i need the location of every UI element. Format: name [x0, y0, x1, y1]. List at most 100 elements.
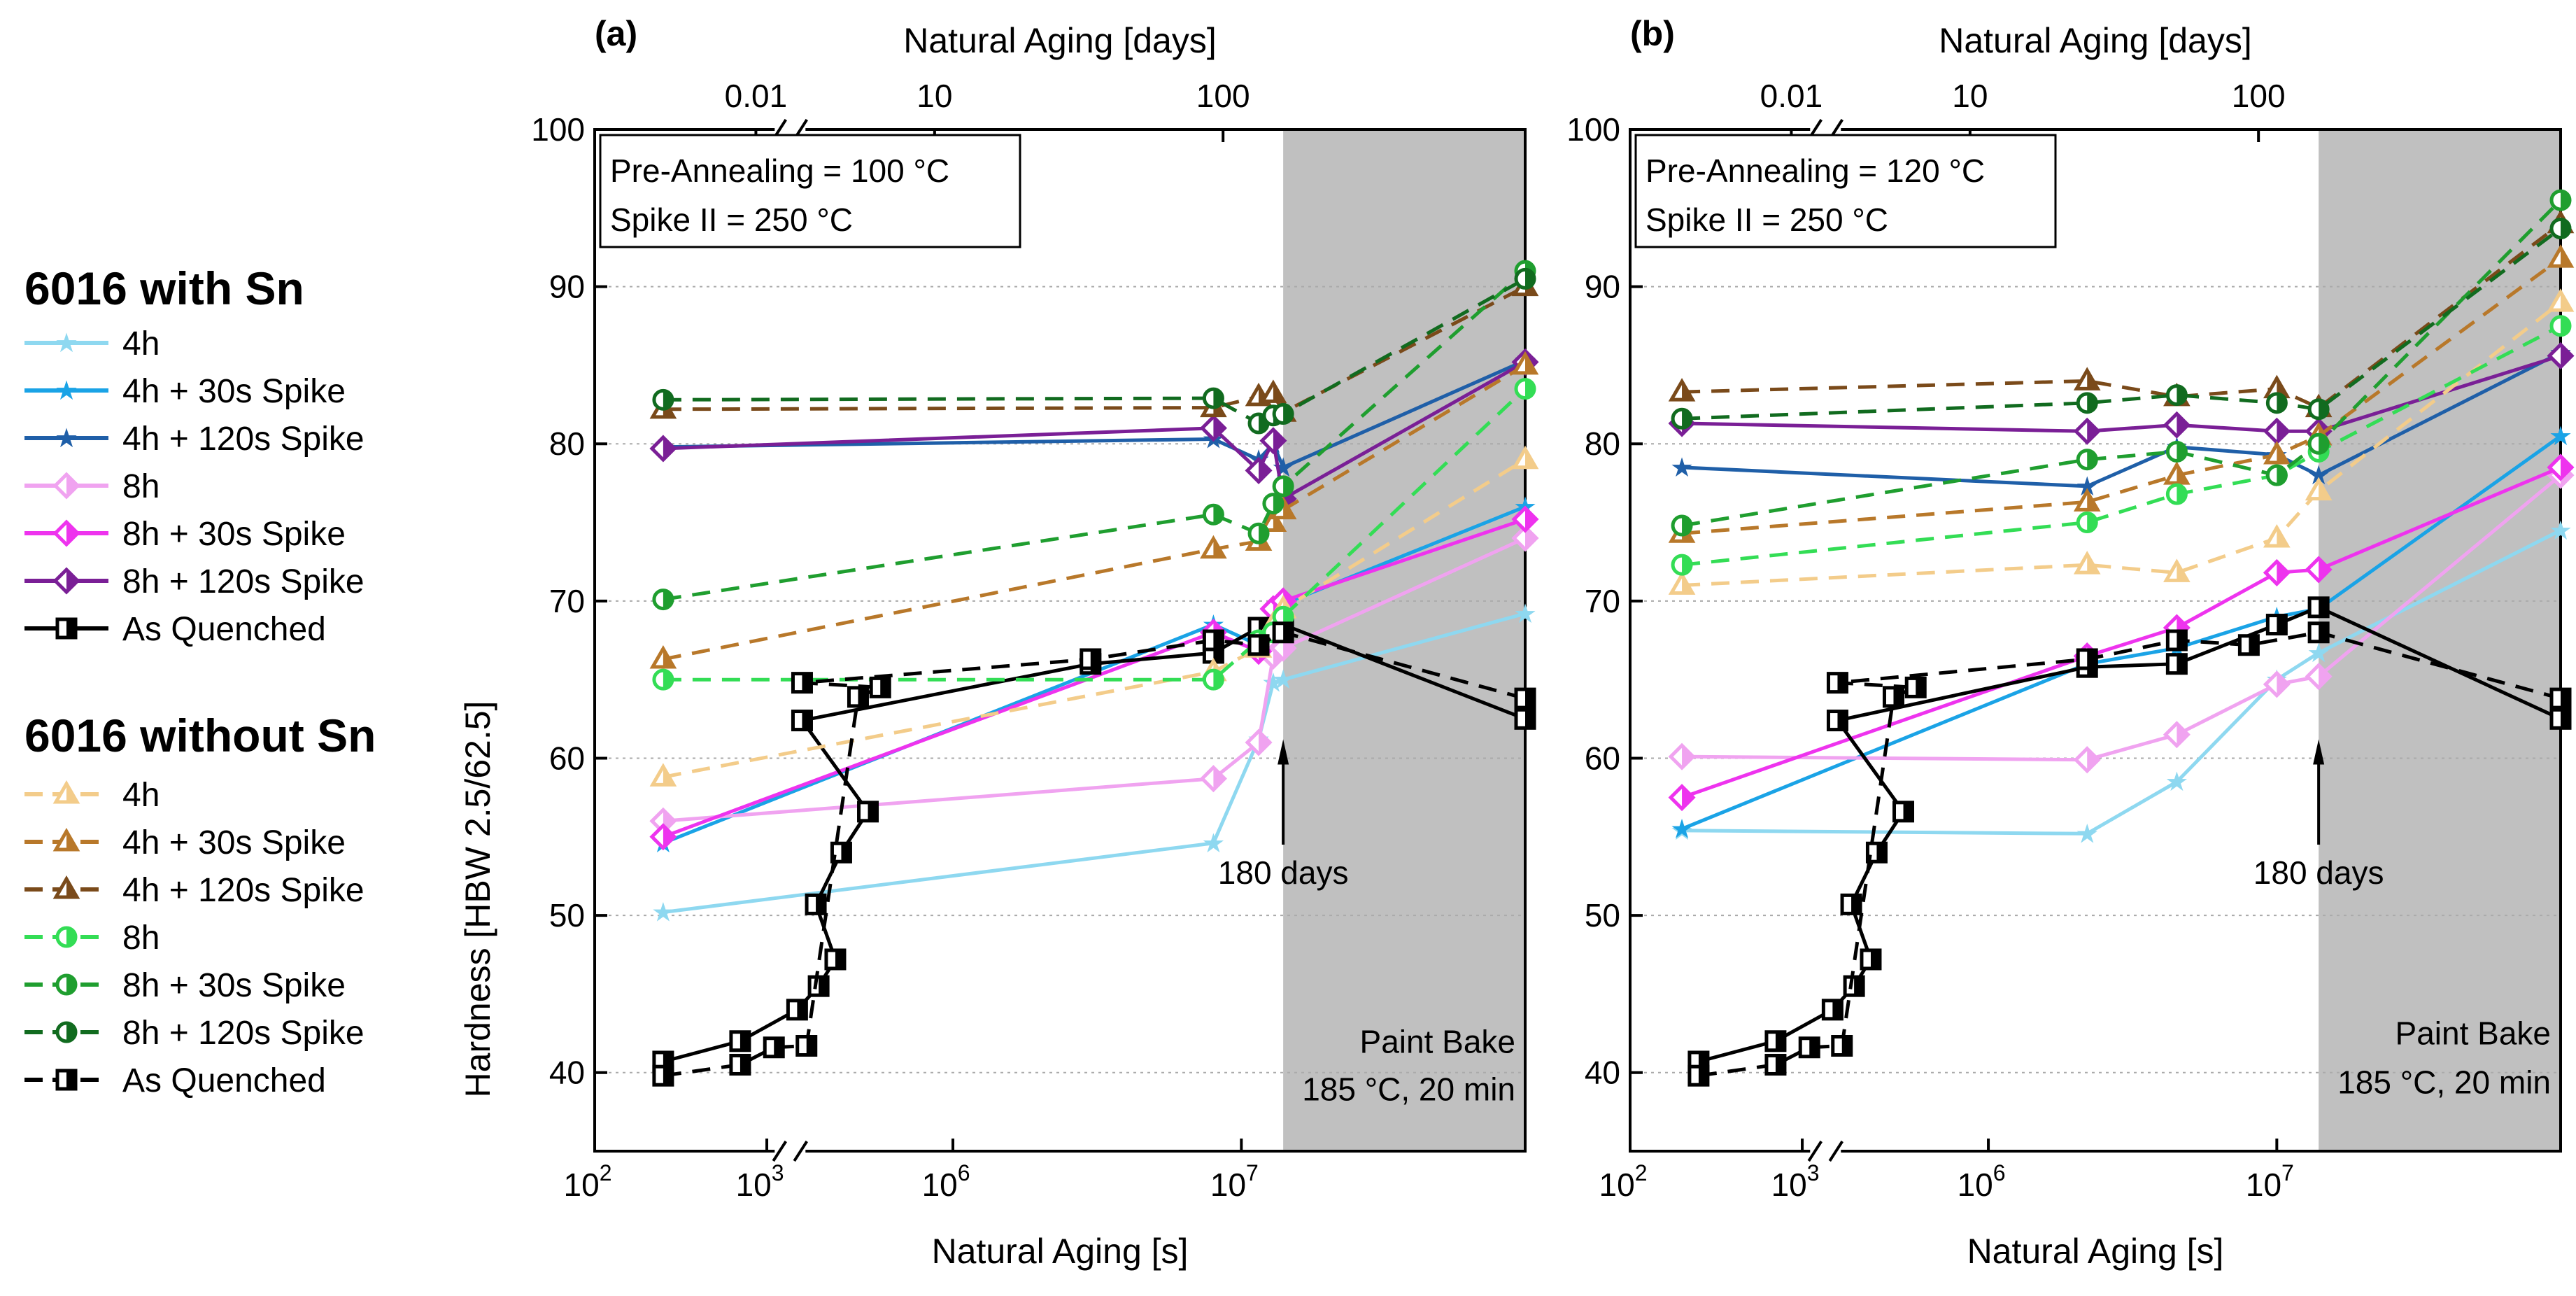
- legend-entry-with-sn-8h-30s-spike: 8h + 30s Spike: [24, 516, 346, 553]
- data-point: [1514, 687, 1536, 710]
- data-point: [1840, 893, 1862, 915]
- data-point: [807, 975, 830, 997]
- data-point: [2265, 614, 2288, 636]
- legend-label: As Quenched: [122, 1062, 326, 1099]
- data-point: [649, 645, 677, 669]
- legend-marker: [55, 1021, 78, 1043]
- data-point: ★: [2075, 819, 2099, 849]
- data-point: [2073, 551, 2101, 575]
- legend-label: 8h + 120s Spike: [122, 563, 365, 600]
- data-point: ★: [1670, 817, 1694, 846]
- annotation-box: [1634, 134, 2057, 248]
- data-point: [2165, 653, 2188, 675]
- data-point: [1668, 784, 1696, 812]
- data-point: [729, 1053, 751, 1076]
- y-tick-label: 100: [1566, 111, 1620, 148]
- x-tick-base: 10: [564, 1167, 600, 1203]
- legend-entry-with-sn-4h-120s-spike: ★ 4h + 120s Spike: [24, 421, 365, 458]
- series-without-sn-as-quenched: [1687, 621, 2572, 1087]
- data-point: [1245, 728, 1273, 756]
- data-point: [1202, 629, 1224, 651]
- data-point: [1798, 1036, 1820, 1059]
- data-point: [2547, 288, 2575, 312]
- x-tick-base: 10: [1771, 1167, 1807, 1203]
- x-tick-exponent: 2: [1635, 1160, 1648, 1185]
- y-tick-label: 90: [549, 269, 585, 305]
- data-point: [847, 686, 869, 708]
- y-axis-title: Hardness [HBW 2.5/62.5]: [458, 701, 497, 1098]
- legend-marker: [52, 472, 80, 500]
- x-tick-base: 10: [922, 1167, 958, 1203]
- series-line: [663, 269, 1527, 602]
- data-point: [649, 823, 677, 851]
- series-line: [1682, 528, 2562, 836]
- data-point: [1865, 841, 1888, 864]
- axis-break-mark: [772, 1140, 787, 1162]
- series-with-sn-4h: ★★★★★★: [651, 600, 1537, 928]
- data-point: [1671, 514, 1693, 537]
- plot-frame: [593, 128, 1527, 1153]
- data-point: [1272, 475, 1294, 498]
- data-point: [2163, 558, 2191, 582]
- x-tick-label: 102: [1599, 1160, 1648, 1203]
- data-point: [2163, 461, 2191, 485]
- annotation-spike: Spike II = 250 °C: [1646, 202, 1888, 238]
- x-tick-label: 106: [922, 1160, 970, 1203]
- data-point: ★: [2549, 422, 2573, 451]
- data-point: [1202, 503, 1224, 526]
- data-point: [1259, 379, 1287, 403]
- legend-label: 8h + 120s Spike: [122, 1015, 365, 1052]
- data-point: [1511, 524, 1539, 552]
- legend-marker: [52, 519, 80, 547]
- x-tick-exponent: 2: [600, 1160, 612, 1185]
- legend-entry-without-sn-4h-30s-spike: 4h + 30s Spike: [24, 824, 346, 861]
- y-tick-label: 80: [549, 425, 585, 462]
- legend-entries: ★ 4h ★ 4h + 30s Spike ★ 4h + 120s Spike 8h 8h +…: [24, 325, 365, 1099]
- series-line: [1682, 354, 2561, 433]
- x-tick-exponent: 7: [2281, 1160, 2294, 1185]
- legend-entry-with-sn-8h: 8h: [24, 468, 160, 505]
- series-line: [1682, 227, 2562, 421]
- series-with-sn-8h: [649, 524, 1539, 835]
- legend-marker: [55, 926, 78, 948]
- x-tick-label: 103: [736, 1160, 784, 1203]
- data-point: [2549, 189, 2572, 211]
- annotation-spike: Spike II = 250 °C: [610, 202, 853, 238]
- y-tick-label: 50: [1585, 897, 1620, 934]
- data-point: [652, 668, 674, 691]
- data-point: [1764, 1030, 1787, 1052]
- legend-label: 4h + 120s Spike: [122, 872, 365, 909]
- top-tick-label: 0.01: [725, 78, 788, 114]
- axis-break-mark: [1828, 1140, 1843, 1162]
- y-tick-label: 90: [1585, 269, 1620, 305]
- legend-entry-with-sn-8h-120s-spike: 8h + 120s Spike: [24, 563, 365, 600]
- x-tick-exponent: 7: [1246, 1160, 1259, 1185]
- top-axis-title: Natural Aging [days]: [903, 21, 1217, 60]
- annotation-pre-annealing: Pre-Annealing = 120 °C: [1646, 153, 1985, 189]
- series-line: [1681, 324, 2562, 567]
- data-point: [2263, 558, 2291, 586]
- series-with-sn-8h-30s-spike: [1668, 453, 2575, 812]
- data-point: [1259, 427, 1287, 455]
- legend-label: 8h: [122, 920, 160, 957]
- data-point: [1904, 676, 1927, 698]
- data-point: ★: [1670, 815, 1694, 845]
- data-point: [1511, 445, 1539, 470]
- data-point: [2307, 398, 2330, 421]
- legend-label: 8h: [122, 468, 160, 505]
- panel-label: (a): [595, 14, 637, 53]
- data-point: [824, 948, 847, 971]
- data-point: [1831, 1035, 1853, 1057]
- data-point: [1668, 571, 1696, 595]
- data-point: [1245, 456, 1273, 484]
- data-point: [2163, 721, 2191, 749]
- paint-bake-conditions: 185 °C, 20 min: [2337, 1064, 2551, 1101]
- y-tick-label: 40: [549, 1055, 585, 1091]
- series-line: [1681, 257, 2562, 535]
- x-tick-exponent: 3: [1807, 1160, 1820, 1185]
- data-point: [1202, 387, 1224, 409]
- data-point: [1514, 267, 1536, 290]
- legend-marker: [52, 875, 80, 899]
